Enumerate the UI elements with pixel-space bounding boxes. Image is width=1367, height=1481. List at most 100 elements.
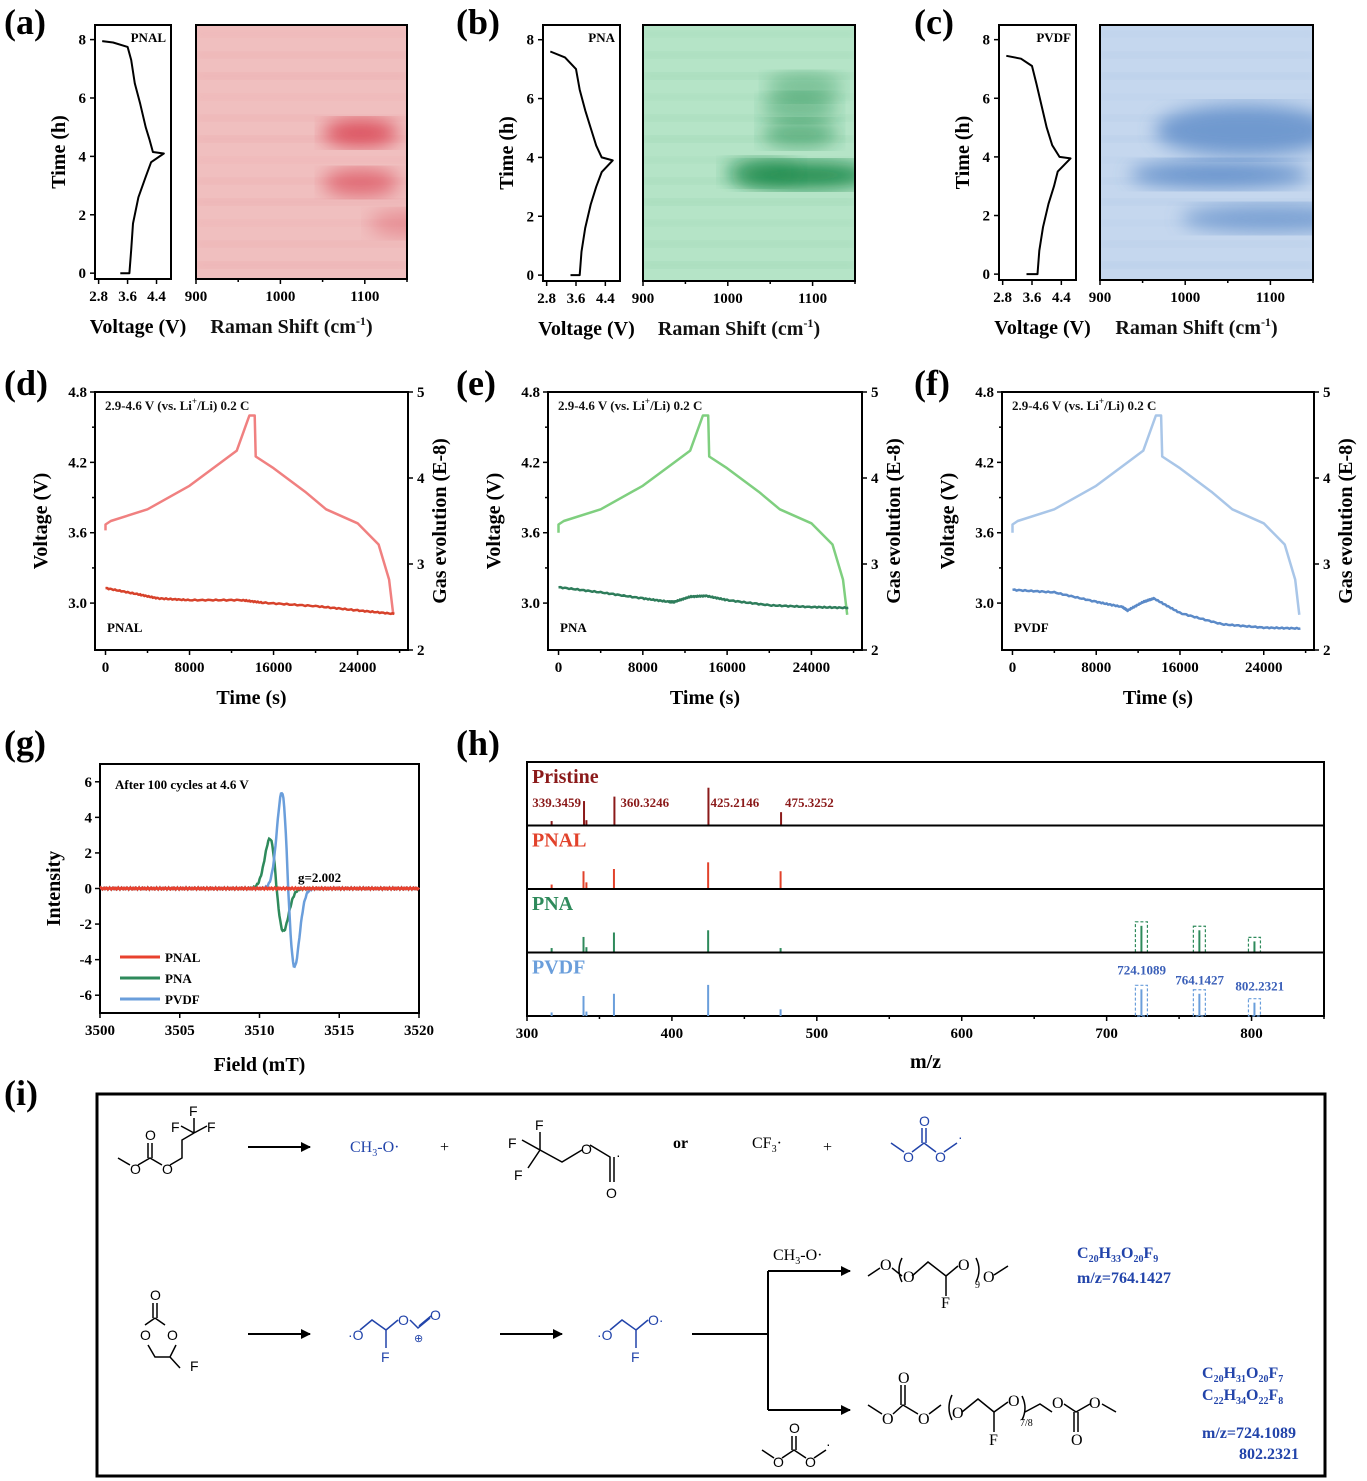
y-tick-label: 4.8 — [975, 385, 994, 401]
legend-label-pvdf: PVDF — [165, 992, 200, 1007]
x-tick-label: 500 — [806, 1026, 829, 1042]
molecule-fec-atoms: O O O F — [140, 1287, 199, 1374]
atom-f: F — [508, 1135, 517, 1151]
atom-o: O — [935, 1149, 946, 1165]
y-tick-label: 6 — [79, 91, 87, 107]
y-tick-label: 3.0 — [68, 596, 87, 612]
branch-top-reagent: CH3-O· — [773, 1247, 822, 1267]
intermediate-diradical — [609, 1319, 649, 1348]
atom-f: F — [189, 1103, 198, 1119]
x-tick-label: 1100 — [1256, 290, 1285, 306]
y-tick-label: 4.2 — [521, 455, 540, 471]
y-tick-label: -2 — [80, 917, 93, 933]
radical-dot: · — [958, 1129, 963, 1145]
y-tick-label: 3.6 — [975, 526, 994, 542]
spectrum-pristine: Pristine 339.3459 360.3246 425.2146 475.3252 — [526, 761, 1325, 827]
chart-c: PVDF 0 2 4 6 8 2.8 3.6 4.4 Voltage (V) Time (h) 900… — [952, 24, 1314, 339]
heatmap-striation — [196, 178, 407, 184]
product-polyether-bottom-atoms: O O O O O F O O O 7/8 — [882, 1370, 1101, 1449]
chart-h: Pristine 339.3459 360.3246 425.2146 475.3252… — [516, 761, 1325, 1073]
y-tick-label: 6 — [983, 91, 991, 107]
x-axis-title: Voltage (V) — [994, 317, 1090, 339]
heatmap-striation — [196, 115, 407, 121]
heatmap-striation — [1100, 199, 1313, 205]
y-axis-title: Voltage (V) — [483, 473, 505, 569]
x-tick-label: 3515 — [324, 1023, 354, 1039]
spectrum-title: PNA — [532, 893, 574, 915]
x-tick-label: 24000 — [1245, 660, 1283, 676]
x-tick-label: 1000 — [713, 291, 743, 307]
heatmap-body — [196, 25, 407, 279]
x-tick-label: 3505 — [165, 1023, 195, 1039]
x-tick-label: 3.6 — [118, 289, 137, 305]
heatmap-hotspot — [322, 168, 399, 197]
peak-label: 475.3252 — [785, 795, 834, 810]
x-tick-label: 3520 — [404, 1023, 434, 1039]
peak-highlight-box — [1192, 925, 1206, 954]
atom-f: F — [207, 1119, 216, 1135]
heatmap-background — [643, 25, 855, 281]
molecule-fluoroethylene-carbonate — [144, 1303, 181, 1369]
peak-highlight-box — [1134, 984, 1149, 1017]
formula-bottom-2: C22H34O22F8 — [1202, 1387, 1283, 1407]
sample-label: PNA — [588, 30, 615, 45]
y2-axis-title: Gas evolution (E-8) — [429, 438, 451, 604]
heatmap-striation — [196, 241, 407, 247]
y-tick-label: 4 — [527, 150, 535, 166]
y-axis-title: Time (h) — [48, 115, 70, 189]
x-tick-label: 0 — [555, 660, 563, 676]
voltage-line — [104, 414, 395, 615]
or-label: or — [673, 1135, 688, 1152]
plus-sign-2: + — [823, 1139, 832, 1156]
peak-highlight-box — [1247, 936, 1262, 954]
y2-axis-title: Gas evolution (E-8) — [883, 438, 905, 604]
peak-label: 360.3246 — [620, 795, 669, 810]
plot-frame — [547, 391, 863, 651]
atom-f: F — [989, 1432, 998, 1449]
x-tick-label: 1100 — [350, 289, 379, 305]
y-tick-label: 0 — [527, 268, 535, 284]
plot-frame — [94, 391, 409, 651]
x-axis-title: Raman Shift (cm-1) — [210, 314, 372, 338]
y2-tick-label: 2 — [417, 643, 425, 659]
heatmap-striation — [1100, 94, 1313, 100]
molecule-methyl-carbonate-radical — [890, 1128, 958, 1153]
x-axis-title: Field (mT) — [214, 1054, 306, 1076]
reaction-scheme: O O O F F F CH3-O· + F F F O O · or CF3·… — [95, 1092, 1327, 1478]
y2-tick-label: 4 — [1323, 471, 1331, 487]
panel-label-g: (g) — [4, 723, 46, 763]
atom-o: O — [805, 1454, 816, 1470]
spectrum-frame — [526, 761, 1325, 827]
peak-label: 724.1089 — [1117, 963, 1166, 978]
y-tick-label: 3.0 — [975, 596, 994, 612]
x-tick-label: 3.6 — [1023, 290, 1042, 306]
atom-f: F — [631, 1349, 640, 1365]
condition-annotation: 2.9-4.6 V (vs. Li+/Li) 0.2 C — [558, 396, 702, 413]
y-axis-title: Time (h) — [496, 116, 518, 190]
x-tick-label: 16000 — [708, 660, 746, 676]
mz-top: m/z=764.1427 — [1077, 1270, 1171, 1287]
peak-highlight-box — [1134, 921, 1149, 954]
heatmap-striation — [196, 31, 407, 37]
heatmap-striation — [1100, 31, 1313, 37]
panel-label-c: (c) — [914, 2, 954, 42]
atom-o: O — [430, 1307, 441, 1323]
gas-evolution-line — [558, 585, 849, 610]
heatmap-hotspot — [1154, 104, 1313, 157]
y-tick-label: 2 — [85, 846, 93, 862]
x-axis-title: Time (s) — [670, 687, 740, 709]
heatmap-striation — [196, 220, 407, 226]
y-axis-title: Time (h) — [952, 116, 974, 190]
profile-frame — [998, 24, 1077, 281]
molecule-fluorinated-carbonate-atoms: O O O F F F — [130, 1103, 216, 1177]
condition-annotation: 2.9-4.6 V (vs. Li+/Li) 0.2 C — [105, 396, 249, 413]
y2-tick-label: 5 — [417, 385, 425, 401]
spectrum-title: PNAL — [532, 830, 586, 852]
atom-f: F — [171, 1119, 180, 1135]
formula-top: C20H33O20F9 — [1077, 1245, 1158, 1265]
y-axis-title: Voltage (V) — [937, 473, 959, 569]
peak-label: 802.2321 — [1235, 979, 1284, 994]
y2-axis-title: Gas evolution (E-8) — [1335, 438, 1357, 604]
y-tick-label: -6 — [80, 988, 93, 1004]
